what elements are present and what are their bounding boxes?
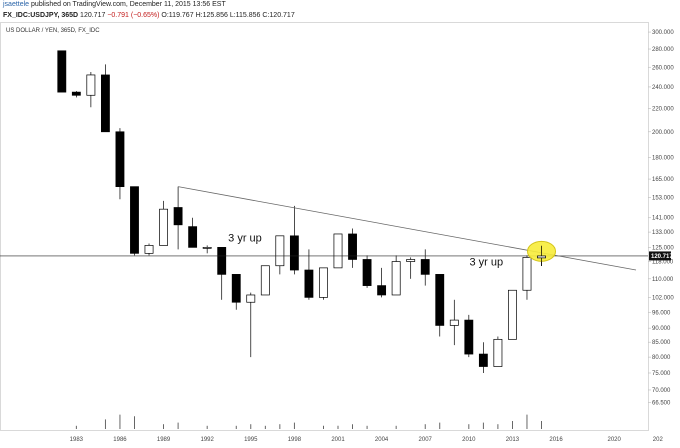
x-tick-label: 2007 [419,437,433,443]
x-tick-label: 1998 [288,437,302,443]
change-value: −0.791 (−0.65%) [107,12,160,19]
x-tick-label: 1995 [244,437,258,443]
y-tick-label: 141.000 [652,216,674,222]
candle-body [319,267,328,298]
candle-body [71,91,81,96]
candle-body [348,233,357,260]
y-tick-label: 70.000 [652,388,671,394]
candle-body [464,319,474,355]
y-tick-label: 125.000 [652,245,674,251]
candle-body [144,245,154,254]
close-value: C:120.717 [262,12,295,19]
y-tick-label: 165.000 [652,177,674,183]
candle-body [86,74,96,96]
y-tick-label: 85.000 [652,340,671,346]
candle-body [362,259,372,286]
candle-body [508,289,517,340]
candle-body [333,233,343,269]
candle-body [377,285,387,296]
y-tick-label: 220.000 [652,106,674,112]
last-price-label: 120.717 [651,254,673,260]
candle-body [159,208,168,246]
x-tick-label: 2013 [506,437,520,443]
x-tick-label: 1986 [113,437,127,443]
axis-ticks: 300.000 280.000 260.000 240.000 220.000 200.0… [70,30,675,443]
x-tick-label: 2020 [608,437,622,443]
trendline [178,186,637,271]
y-tick-label: 300.000 [652,30,674,36]
series-label: US DOLLAR / YEN, 365D, FX_IDC [6,28,100,34]
x-tick-label: 1983 [70,437,84,443]
x-tick-label: 2010 [462,437,476,443]
y-tick-label: 118.000 [652,260,674,266]
candle-body [493,338,503,367]
candle-body [173,207,183,226]
candle-body [537,255,546,259]
low-value: L:115.856 [229,12,261,19]
last-price-tag [649,251,671,261]
chart-header: jsaettele published on TradingView.com, … [0,0,680,22]
y-tick-label: 200.000 [652,130,674,136]
y-tick-label: 260.000 [652,65,674,71]
candle-body [522,257,532,291]
candle-body [246,294,256,303]
high-value: H:125.856 [195,12,228,19]
y-tick-label: 280.000 [652,47,674,53]
y-tick-label: 66.500 [652,401,671,407]
x-tick-label: 202 [653,437,664,443]
x-tick-label: 1989 [157,437,171,443]
plot-frame [0,22,649,431]
candle-body [304,269,314,298]
candle-body [231,274,241,303]
y-tick-label: 80.000 [652,355,671,361]
y-tick-label: 180.000 [652,156,674,162]
symbol-label: FX_IDC:USDJPY, 365D [3,12,79,19]
publish-info: published on TradingView.com, December 1… [31,1,226,8]
open-value: O:119.767 [161,12,194,19]
publish-line: jsaettele published on TradingView.com, … [3,1,226,8]
y-tick-label: 153.000 [652,196,674,202]
y-tick-label: 90.000 [652,326,671,332]
candle-body [115,131,125,188]
ohlc-line: FX_IDC:USDJPY, 365D 120.717 −0.791 (−0.6… [3,12,295,19]
candle-body [478,353,488,367]
y-tick-label: 133.000 [652,230,674,236]
candle-body [449,319,459,326]
annotation-label: 3 yr up [228,233,262,245]
x-tick-label: 1992 [200,437,214,443]
candle-body [420,259,430,275]
annotations: 3 yr up 3 yr up [228,233,557,269]
y-tick-label: 75.000 [652,371,671,377]
x-tick-label: 2001 [331,437,345,443]
candle-body [435,274,445,326]
x-tick-label: 2004 [375,437,389,443]
volume-bars [75,414,542,429]
candle-body [391,261,401,296]
candle-body [202,247,212,249]
y-tick-label: 96.000 [652,310,671,316]
candle-body [130,186,139,254]
candle-body [217,247,227,275]
author-link[interactable]: jsaettele [3,1,30,8]
x-tick-label: 2016 [549,437,563,443]
y-tick-label: 102.000 [652,295,674,301]
candle-body [275,235,285,267]
y-tick-label: 240.000 [652,85,674,91]
y-tick-label: 110.000 [652,277,674,283]
candle-body [57,50,67,93]
annotation-label: 3 yr up [469,257,503,269]
candle-body [260,265,270,296]
candles [57,50,546,373]
candle-body [289,235,299,271]
candle-body [406,259,416,262]
candle-body [188,226,198,248]
price-value: 120.717 [80,12,106,19]
candle-body [100,74,110,133]
